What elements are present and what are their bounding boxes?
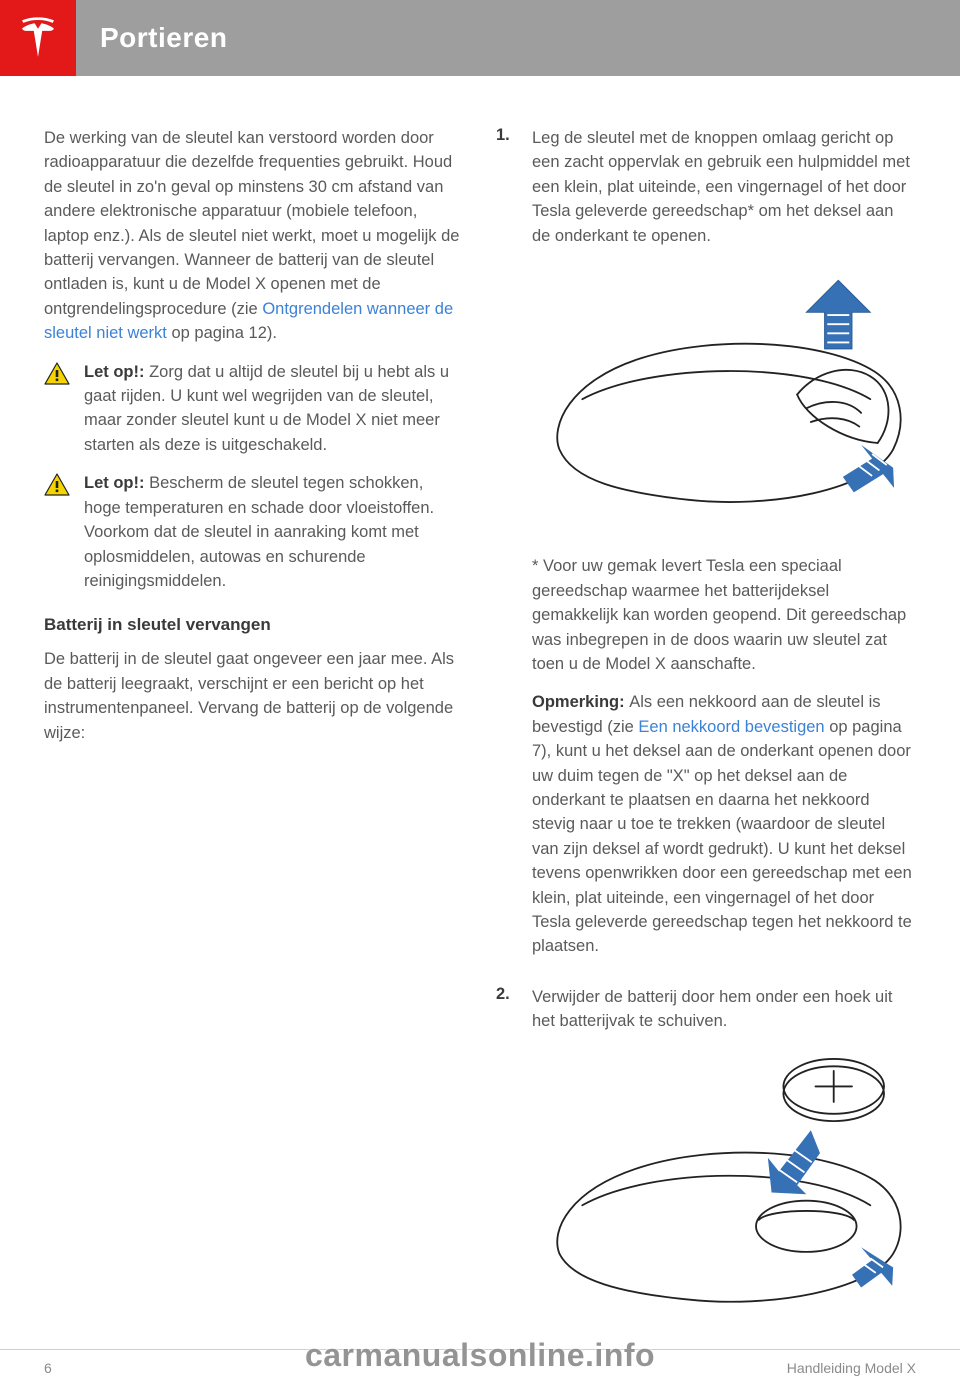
note-text-b: op pagina 7), kunt u het deksel aan de o…	[532, 718, 912, 956]
warning-2-text: Let op!: Bescherm de sleutel tegen schok…	[84, 471, 464, 593]
step-2: 2. Verwijder de batterij door hem onder …	[496, 985, 916, 1340]
warning-2-label: Let op!:	[84, 474, 149, 492]
page-header: Portieren	[0, 0, 960, 76]
watermark: carmanualsonline.info	[0, 1337, 960, 1374]
intro-text-b: op pagina 12).	[167, 324, 277, 342]
step-2-body: Verwijder de batterij door hem onder een…	[532, 985, 916, 1340]
step-2-text: Verwijder de batterij door hem onder een…	[532, 988, 892, 1030]
right-column: 1. Leg de sleutel met de knoppen omlaag …	[496, 126, 916, 1352]
step-1-body: Leg de sleutel met de knoppen omlaag ger…	[532, 126, 916, 973]
battery-intro: De batterij in de sleutel gaat ongeveer …	[44, 647, 464, 745]
step-1-text: Leg de sleutel met de knoppen omlaag ger…	[532, 129, 910, 245]
step-1: 1. Leg de sleutel met de knoppen omlaag …	[496, 126, 916, 973]
figure-open-cover	[532, 262, 916, 536]
warning-1: Let op!: Zorg dat u altijd de sleutel bi…	[44, 360, 464, 458]
step-1-number: 1.	[496, 126, 516, 973]
subheading-battery: Batterij in sleutel vervangen	[44, 615, 464, 635]
footnote-star: * Voor uw gemak levert Tesla een speciaa…	[532, 554, 916, 676]
caution-icon	[44, 362, 70, 386]
page-title: Portieren	[100, 22, 227, 54]
note-label: Opmerking:	[532, 693, 629, 711]
intro-text-a: De werking van de sleutel kan verstoord …	[44, 129, 459, 318]
step-2-number: 2.	[496, 985, 516, 1340]
intro-paragraph: De werking van de sleutel kan verstoord …	[44, 126, 464, 346]
lanyard-link[interactable]: Een nekkoord bevestigen	[638, 718, 824, 736]
figure-remove-battery	[532, 1048, 916, 1322]
warning-1-label: Let op!:	[84, 363, 149, 381]
content-area: De werking van de sleutel kan verstoord …	[0, 76, 960, 1352]
tesla-logo-icon	[17, 17, 59, 59]
warning-2: Let op!: Bescherm de sleutel tegen schok…	[44, 471, 464, 593]
left-column: De werking van de sleutel kan verstoord …	[44, 126, 464, 1352]
warning-1-text: Let op!: Zorg dat u altijd de sleutel bi…	[84, 360, 464, 458]
tesla-logo	[0, 0, 76, 76]
opmerking-note: Opmerking: Als een nekkoord aan de sleut…	[532, 690, 916, 958]
caution-icon	[44, 473, 70, 497]
